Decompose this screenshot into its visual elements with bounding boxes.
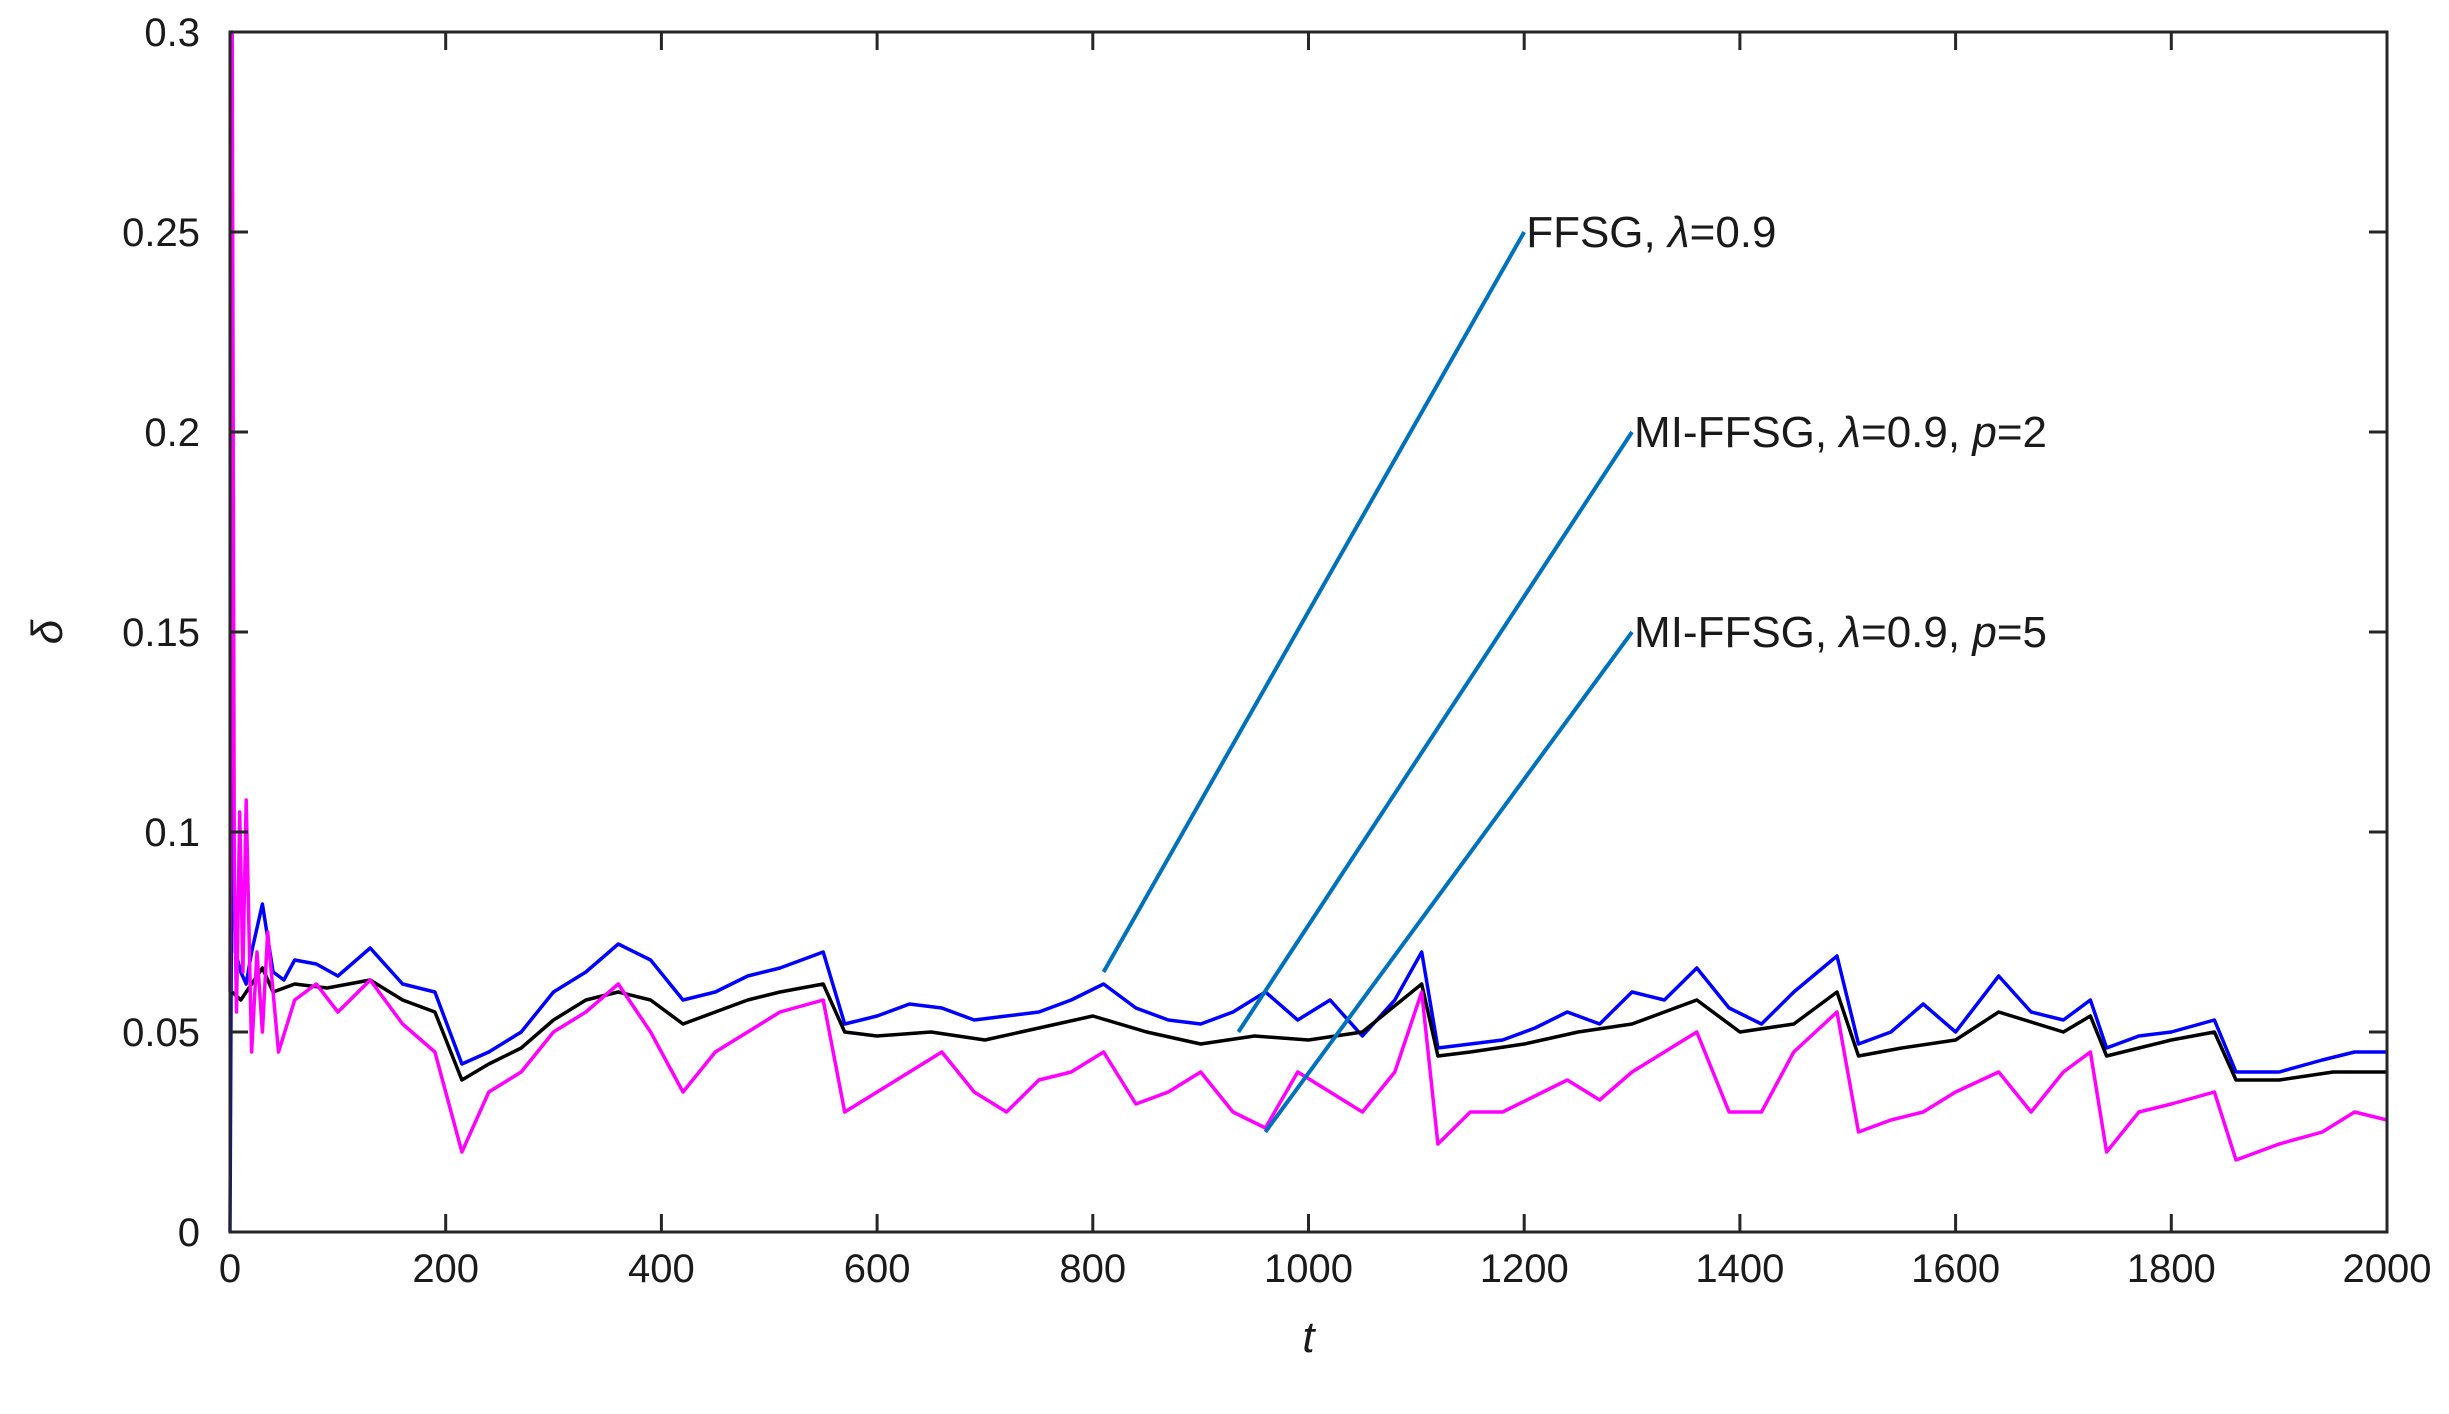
annotation-leader-line-1 — [1101, 231, 1526, 973]
annotation-leader-line-2 — [1236, 430, 1634, 1034]
x-tick-label: 400 — [628, 1247, 695, 1291]
y-tick-label: 0.05 — [122, 1011, 200, 1055]
y-tick-label: 0.15 — [122, 611, 200, 655]
x-tick-label: 1000 — [1264, 1247, 1353, 1291]
plot-frame — [228, 30, 2389, 1234]
series-layer — [228, 30, 2388, 1233]
x-tick-label: 200 — [412, 1247, 479, 1291]
x-tick-label: 800 — [1059, 1247, 1126, 1291]
annotation-text-3: MI-FFSG, λ=0.9, p=5 — [1634, 608, 2047, 657]
x-tick-label: 1800 — [2127, 1247, 2216, 1291]
y-tick-label: 0.3 — [144, 11, 200, 55]
annotation-text-1: FFSG, λ=0.9 — [1526, 208, 1776, 257]
x-tick-label: 1400 — [1695, 1247, 1784, 1291]
y-tick-label: 0 — [178, 1211, 200, 1255]
x-tick-label: 600 — [844, 1247, 911, 1291]
annotation-text-2: MI-FFSG, λ=0.9, p=2 — [1634, 408, 2047, 457]
series-line-1 — [228, 750, 2387, 1233]
y-tick-label: 0.25 — [122, 211, 200, 255]
tick-layer: 0 200 400 600 800 1000 1200 1400 1600 1800 2000 0 0.… — [122, 11, 2431, 1291]
series-line-2 — [231, 966, 2387, 1082]
annotation-layer: FFSG, λ=0.9 MI-FFSG, λ=0.9, p=2 MI-FFSG, λ… — [1101, 208, 2047, 1134]
x-tick-label: 1200 — [1480, 1247, 1569, 1291]
x-tick-label: 1600 — [1911, 1247, 2000, 1291]
series-line-3 — [228, 30, 2388, 1162]
x-tick-label: 2000 — [2343, 1247, 2432, 1291]
y-axis-label: δ — [23, 619, 72, 644]
y-tick-label: 0.2 — [144, 411, 200, 455]
x-axis-label: t — [1302, 1313, 1316, 1362]
x-tick-label: 0 — [219, 1247, 241, 1291]
annotation-leader-line-3 — [1263, 630, 1634, 1134]
y-tick-label: 0.1 — [144, 811, 200, 855]
